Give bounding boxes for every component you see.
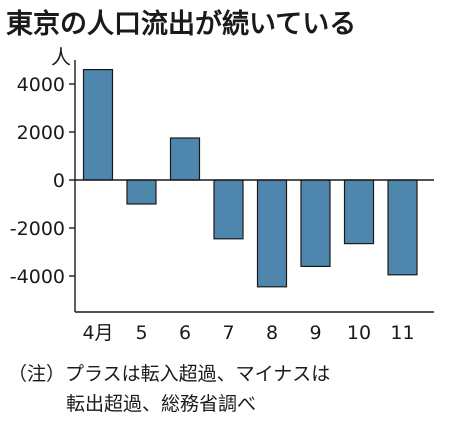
y-tick-label: 4000 [17,74,65,96]
y-ticks: 4000 2000 0 -2000 -4000 [10,74,75,288]
bars-layer [82,68,418,288]
bar-1 [82,68,114,181]
x-tick-label: 11 [390,322,414,344]
chart-title: 東京の人口流出が続いている [6,9,357,40]
source-note-line-1: （注）プラスは転入超過、マイナスは [8,363,331,385]
y-tick-label: 2000 [17,122,65,144]
x-ticks: 4月 5 6 7 8 9 10 11 [82,322,414,344]
bar-4 [213,179,244,240]
x-tick-label: 5 [135,322,147,344]
bar-2 [126,179,157,205]
axes-layer [74,60,434,313]
source-note-line-2: 転出超過、総務省調べ [66,393,257,415]
x-tick-label: 8 [266,322,278,344]
bar-5 [256,179,288,288]
x-tick-label: 6 [179,322,191,344]
y-tick-label: 0 [53,170,65,192]
y-unit-label: 人 [51,45,71,69]
bar-3 [169,137,201,181]
x-tick-label: 4月 [82,322,113,344]
x-tick-label: 9 [309,322,321,344]
bar-6 [300,179,331,268]
y-tick-label: -4000 [10,266,65,288]
bar-8 [387,179,418,276]
bar-7 [343,179,375,245]
y-tick-label: -2000 [10,218,65,240]
x-tick-label: 10 [347,322,371,344]
x-tick-label: 7 [222,322,234,344]
